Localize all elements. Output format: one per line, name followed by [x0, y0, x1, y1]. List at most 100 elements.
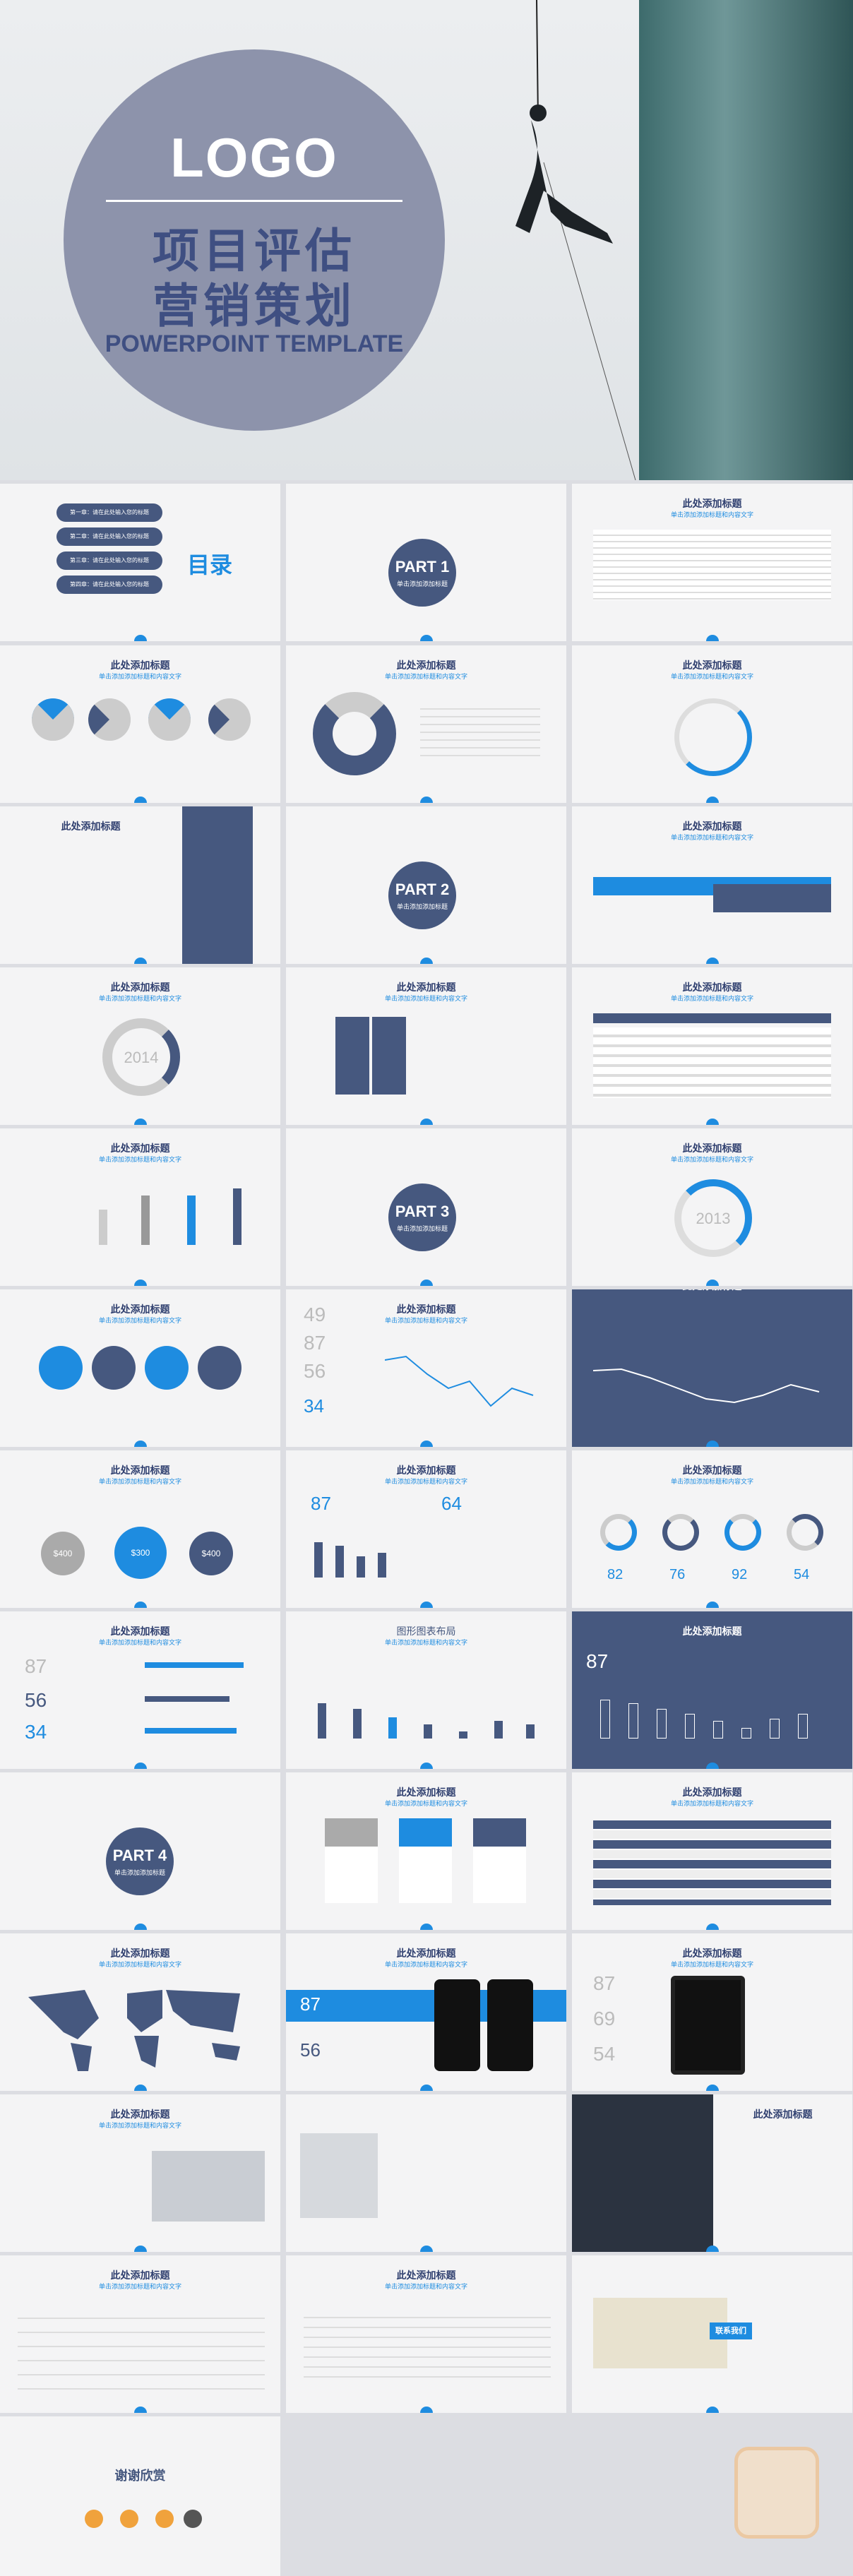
slide-percents[interactable]: 此处添加标题 单击添加添加标题和内容文字 82 76 92 54: [572, 1450, 852, 1608]
stat-value: 87: [304, 1332, 326, 1354]
social-icon[interactable]: [85, 2510, 103, 2528]
slide-photo-3[interactable]: 此处添加标题: [572, 2094, 852, 2252]
page-dot: [134, 958, 147, 964]
slide-year2[interactable]: 此处添加标题 单击添加添加标题和内容文字 2013: [572, 1128, 852, 1286]
slide-steps[interactable]: 此处添加标题 单击添加添加标题和内容文字: [572, 806, 852, 964]
social-icon[interactable]: [184, 2510, 202, 2528]
bar: [187, 1195, 196, 1245]
toc-item[interactable]: 第四章：请在此处输入您的标题: [56, 576, 162, 594]
page-dot: [134, 1763, 147, 1769]
percent-value: 76: [669, 1567, 686, 1582]
page-dot: [134, 1441, 147, 1447]
toc-item[interactable]: 第二章：请在此处输入您的标题: [56, 527, 162, 546]
toc-label: 目录: [187, 551, 233, 578]
bar: [353, 1709, 362, 1739]
bar: [318, 1703, 326, 1739]
slide-title: 此处添加标题: [396, 2270, 456, 2282]
slide-part4[interactable]: PART 4 单击添加添加标题: [0, 1772, 280, 1930]
circle: [145, 1346, 189, 1390]
bar: [378, 1553, 386, 1578]
slide-title: 此处添加标题: [682, 660, 742, 672]
page-dot: [134, 2246, 147, 2252]
gantt-header: [593, 1013, 831, 1023]
slide-ring[interactable]: 此处添加标题 单击添加添加标题和内容文字: [572, 645, 852, 803]
slide-layout[interactable]: 图形图表布局 单击添加添加标题和内容文字: [286, 1611, 566, 1769]
slide-text[interactable]: 此处添加标题 单击添加添加标题和内容文字: [572, 484, 852, 641]
slide-part3[interactable]: PART 3 单击添加添加标题: [286, 1128, 566, 1286]
slide-pricing[interactable]: 此处添加标题 单击添加添加标题和内容文字: [286, 1772, 566, 1930]
step-bar: [713, 884, 831, 912]
slide-bars2[interactable]: 此处添加标题 单击添加添加标题和内容文字 87 64: [286, 1450, 566, 1608]
text-lines: [304, 2308, 551, 2386]
slide-contact[interactable]: 联系我们: [572, 2255, 852, 2413]
climber-icon: [515, 0, 636, 480]
slide-numbers[interactable]: 此处添加标题 单击添加添加标题和内容文字 49 87 56 34: [286, 1289, 566, 1447]
slide-tablet[interactable]: 此处添加标题 单击添加添加标题和内容文字 87 69 54: [572, 1933, 852, 2091]
slide-subtitle: 单击添加添加标题和内容文字: [670, 512, 753, 519]
map-image: [593, 2298, 727, 2368]
page-dot: [134, 2085, 147, 2091]
page-dot: [706, 1119, 719, 1125]
money-circle: $300: [114, 1527, 167, 1579]
page-dot: [706, 2246, 719, 2252]
slide-map[interactable]: 此处添加标题 单击添加添加标题和内容文字: [0, 1933, 280, 2091]
slide-three-col[interactable]: 此处添加标题 单击添加添加标题和内容文字: [286, 2255, 566, 2413]
slide-money[interactable]: 此处添加标题 单击添加添加标题和内容文字 $400 $300 $400: [0, 1450, 280, 1608]
slide-blue-bars[interactable]: 此处添加标题 87: [572, 1611, 852, 1769]
slide-part1[interactable]: PART 1 单击添加添加标题: [286, 484, 566, 641]
slide-subtitle: 单击添加添加标题和内容文字: [98, 2284, 181, 2291]
slide-grid-list[interactable]: 此处添加标题 单击添加添加标题和内容文字: [0, 2255, 280, 2413]
pricing-header: [325, 1818, 378, 1847]
slide-matrix[interactable]: 此处添加标题 单击添加添加标题和内容文字: [286, 967, 566, 1125]
donut-chart: [313, 692, 396, 775]
bar: [357, 1556, 365, 1578]
cliff-image: [639, 0, 853, 480]
slide-table[interactable]: 此处添加标题 单击添加添加标题和内容文字: [572, 1772, 852, 1930]
toc-item[interactable]: 第三章：请在此处输入您的标题: [56, 551, 162, 570]
slide-photo-2[interactable]: [286, 2094, 566, 2252]
bar: [741, 1728, 751, 1739]
slide-hbars[interactable]: 此处添加标题 单击添加添加标题和内容文字 87 56 34: [0, 1611, 280, 1769]
slide-title: 此处添加标题: [110, 660, 170, 672]
bar: [233, 1188, 241, 1245]
bar: [685, 1714, 695, 1739]
page-dot: [420, 2246, 433, 2252]
percent-ring: [600, 1514, 637, 1551]
slide-circles[interactable]: 此处添加标题 单击添加添加标题和内容文字: [0, 1289, 280, 1447]
photo-image: [152, 2151, 265, 2222]
slide-thanks[interactable]: 谢谢欣赏: [0, 2416, 280, 2576]
cover-title-1: 项目评估: [153, 224, 356, 278]
year-label: 2013: [696, 1210, 731, 1227]
slide-list[interactable]: 此处添加标题: [0, 806, 280, 964]
page-dot: [420, 1280, 433, 1286]
slide-year[interactable]: 此处添加标题 单击添加添加标题和内容文字 2014: [0, 967, 280, 1125]
slide-subtitle: 单击添加添加标题和内容文字: [384, 674, 467, 681]
slide-blue-line[interactable]: 此处添加标题: [572, 1289, 852, 1447]
page-dot: [134, 2407, 147, 2413]
slide-gantt[interactable]: 此处添加标题 单击添加添加标题和内容文字: [572, 967, 852, 1125]
logo-text: LOGO: [170, 126, 338, 189]
slide-toc[interactable]: 第一章：请在此处输入您的标题 第二章：请在此处输入您的标题 第三章：请在此处输入…: [0, 484, 280, 641]
social-icon[interactable]: [155, 2510, 174, 2528]
bar: [798, 1714, 808, 1739]
page-dot: [706, 958, 719, 964]
percent-value: 82: [607, 1567, 624, 1582]
page-dot: [420, 1763, 433, 1769]
toc-item[interactable]: 第一章：请在此处输入您的标题: [56, 503, 162, 522]
tablet-image: [671, 1976, 745, 2075]
photo-image: [300, 2133, 378, 2218]
slide-pies[interactable]: 此处添加标题 单击添加添加标题和内容文字: [0, 645, 280, 803]
stat-value: 56: [300, 2039, 321, 2061]
slide-bars[interactable]: 此处添加标题 单击添加添加标题和内容文字: [0, 1128, 280, 1286]
slide-photo-1[interactable]: 此处添加标题 单击添加添加标题和内容文字: [0, 2094, 280, 2252]
page-dot: [706, 1441, 719, 1447]
part-sub: 单击添加添加标题: [396, 904, 448, 911]
contact-label: 联系我们: [710, 2322, 752, 2339]
bar: [99, 1210, 107, 1245]
bar: [494, 1721, 503, 1739]
slide-donut[interactable]: 此处添加标题 单击添加添加标题和内容文字: [286, 645, 566, 803]
slide-subtitle: 单击添加添加标题和内容文字: [670, 996, 753, 1003]
slide-part2[interactable]: PART 2 单击添加添加标题: [286, 806, 566, 964]
social-icon[interactable]: [120, 2510, 138, 2528]
slide-phones[interactable]: 此处添加标题 单击添加添加标题和内容文字 87 56: [286, 1933, 566, 2091]
